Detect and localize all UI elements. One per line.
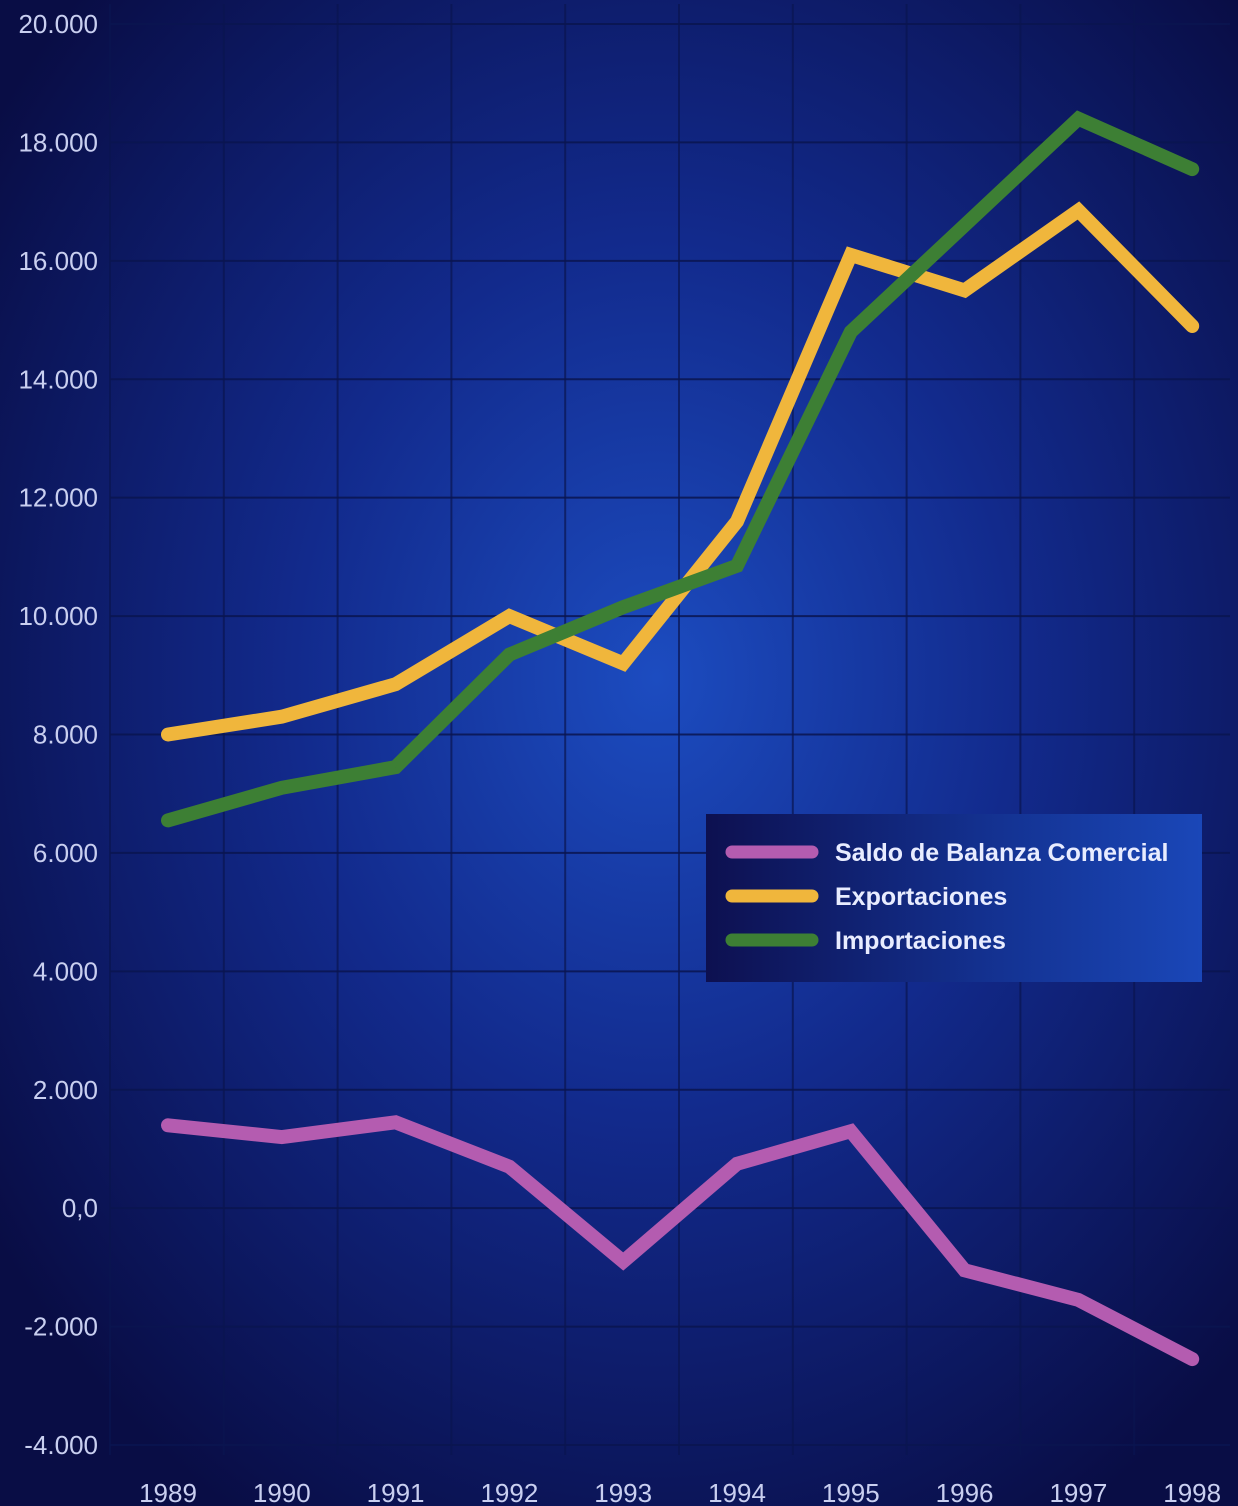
x-tick-label: 1997 [1049,1478,1107,1506]
x-tick-label: 1996 [936,1478,994,1506]
data-point [850,1130,852,1132]
data-point [736,565,738,567]
data-point [395,766,397,768]
data-point [1077,118,1079,120]
x-tick-label: 1998 [1163,1478,1221,1506]
x-tick-label: 1993 [594,1478,652,1506]
data-point [736,1163,738,1165]
data-point [622,662,624,664]
x-axis: 1989 1990 1991 1992 1993 1994 1995 1996 1997 1998 [139,1478,1221,1506]
x-tick-label: 1995 [822,1478,880,1506]
data-point [850,254,852,256]
legend-entry-label: Exportaciones [835,883,1007,911]
legend: Saldo de Balanza Comercial Exportaciones I… [706,814,1202,982]
data-point [622,1260,624,1262]
data-point [736,520,738,522]
data-point [1191,325,1193,327]
y-tick-label: -2.000 [24,1312,98,1342]
data-point [508,615,510,617]
x-tick-label: 1994 [708,1478,766,1506]
data-point [1077,210,1079,212]
data-point [395,683,397,685]
data-point [167,734,169,735]
y-tick-label: 18.000 [18,127,98,157]
data-point [1191,168,1193,170]
y-tick-label: 6.000 [33,838,98,868]
data-point [167,819,169,821]
data-point [964,289,966,291]
data-point [508,654,510,656]
y-tick-label: 8.000 [33,720,98,750]
y-tick-label: 4.000 [33,956,98,986]
data-point [1191,1358,1193,1360]
data-point [1077,1299,1079,1301]
x-tick-label: 1989 [139,1478,197,1506]
x-tick-label: 1992 [480,1478,538,1506]
data-point [508,1166,510,1168]
legend-entry-label: Saldo de Balanza Comercial [835,839,1168,867]
data-point [622,606,624,608]
y-tick-label: 14.000 [18,364,98,394]
data-point [281,1136,283,1138]
data-point [395,1121,397,1123]
data-point [964,1269,966,1271]
y-axis: -4.000 -2.000 0,0 2.000 4.000 6.000 8.000 10.00… [18,9,98,1460]
data-point [964,224,966,226]
y-tick-label: 0,0 [62,1193,98,1223]
data-point [281,716,283,718]
y-tick-label: 20.000 [18,9,98,39]
data-point [167,1124,169,1126]
x-tick-label: 1991 [367,1478,425,1506]
y-tick-label: 10.000 [18,601,98,631]
y-tick-label: 12.000 [18,483,98,513]
data-point [281,787,283,789]
series-line-0 [161,1115,1200,1367]
data-point [850,331,852,333]
series-lines [161,110,1200,1367]
series-line-2 [161,110,1200,828]
y-tick-label: 16.000 [18,246,98,276]
y-tick-label: -4.000 [24,1430,98,1460]
legend-entry-label: Importaciones [835,927,1006,955]
y-tick-label: 2.000 [33,1075,98,1105]
x-tick-label: 1990 [253,1478,311,1506]
